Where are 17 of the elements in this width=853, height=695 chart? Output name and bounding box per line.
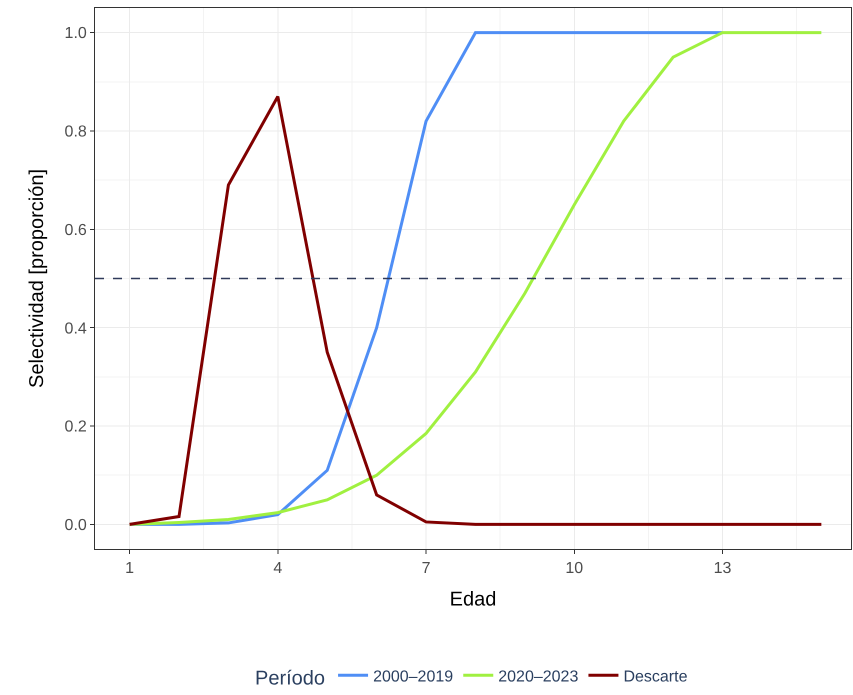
- x-tick-label: 7: [422, 560, 431, 578]
- y-tick-label: 0.6: [64, 222, 87, 239]
- x-tick-label: 4: [273, 560, 282, 578]
- y-tick-label: 1.0: [64, 25, 87, 42]
- legend-title: Período: [255, 667, 326, 690]
- y-tick-label: 0.2: [64, 418, 87, 436]
- y-tick-label: 0.8: [64, 124, 87, 141]
- x-tick-label: 10: [565, 560, 584, 578]
- y-tick-label: 0.4: [64, 320, 87, 338]
- x-tick-label: 13: [714, 560, 732, 578]
- x-axis-title: Edad: [450, 588, 496, 611]
- x-tick-label: 1: [125, 560, 134, 578]
- legend-label: Descarte: [623, 668, 688, 686]
- legend-label: 2020–2023: [498, 668, 578, 686]
- y-tick-label: 0.0: [64, 517, 87, 534]
- y-axis-title: Selectividad [proporción]: [26, 168, 48, 388]
- legend-label: 2000–2019: [373, 668, 454, 686]
